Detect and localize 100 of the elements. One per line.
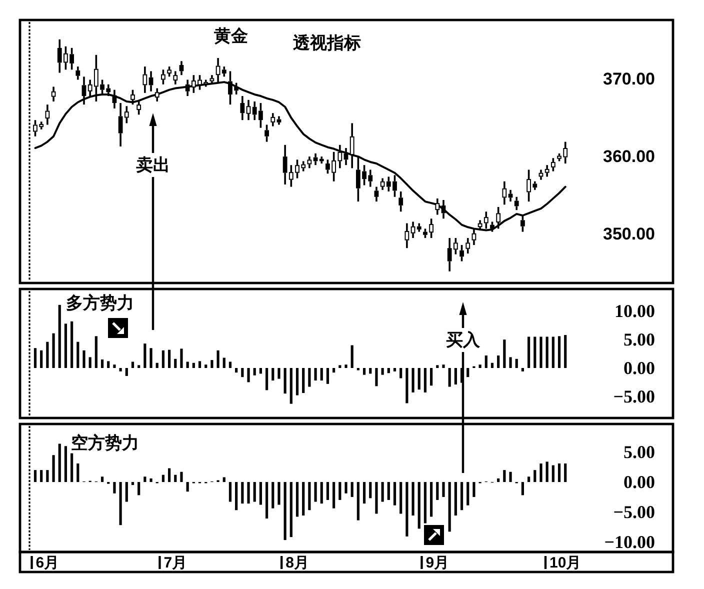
bar (228, 482, 232, 502)
bar (94, 336, 98, 368)
bar (278, 368, 280, 379)
bar (241, 482, 244, 504)
bar (350, 345, 354, 368)
candlestick (246, 99, 251, 121)
bar (162, 350, 165, 368)
bar (107, 361, 110, 368)
candlestick (514, 196, 519, 211)
bar (332, 482, 336, 508)
bar (180, 472, 183, 482)
bar (448, 482, 451, 532)
bar (247, 368, 250, 382)
bar (484, 355, 488, 368)
bar (174, 474, 177, 482)
candlestick (416, 222, 422, 233)
bar (369, 482, 372, 498)
bar (564, 335, 567, 368)
bar (241, 368, 244, 378)
bar (466, 368, 470, 378)
bar (174, 358, 177, 368)
bar (362, 368, 366, 375)
bar (58, 304, 61, 368)
bar (320, 482, 323, 504)
candlestick (544, 164, 550, 178)
bar (393, 368, 396, 372)
candlestick (76, 66, 80, 81)
bar (540, 463, 542, 482)
bar (308, 368, 311, 387)
bar (406, 482, 408, 536)
bar (344, 364, 348, 368)
bar (222, 358, 226, 368)
annotation: 买入 (446, 330, 481, 350)
bar (302, 482, 305, 516)
x-tick-label: 6月 (36, 554, 60, 572)
candlestick (350, 122, 354, 170)
candlestick (51, 86, 56, 102)
bar (534, 336, 536, 368)
bar (235, 368, 238, 373)
bar (186, 482, 189, 492)
bar (125, 482, 128, 502)
y-tick-label: 0.00 (624, 358, 655, 378)
bar (454, 482, 457, 516)
bar (509, 357, 512, 368)
bar (150, 348, 152, 368)
bar (131, 362, 134, 368)
bar (430, 368, 433, 386)
bar (381, 482, 384, 502)
bar (144, 476, 146, 482)
bar (442, 364, 445, 368)
bar (34, 470, 37, 482)
bar (478, 364, 482, 368)
bar (259, 482, 262, 505)
candlestick (466, 237, 470, 254)
bar (302, 368, 305, 393)
bar (400, 368, 402, 378)
bar (509, 472, 512, 482)
text: 透视指标 (292, 34, 361, 52)
bar (552, 336, 554, 368)
bar (150, 478, 152, 482)
bar (540, 336, 542, 368)
candlestick (45, 104, 50, 126)
bar (381, 368, 384, 375)
y-tick-label: 370.00 (603, 69, 655, 88)
y-tick-label: 5.00 (624, 442, 655, 462)
bar (466, 482, 470, 506)
bar (344, 482, 348, 494)
bar (472, 482, 476, 497)
bar (527, 336, 530, 368)
bar (430, 482, 433, 517)
bar (46, 342, 49, 368)
bar (546, 462, 548, 482)
bar (400, 482, 402, 514)
y-tick-label: 10.00 (614, 301, 655, 322)
bar (375, 482, 378, 514)
bar (503, 470, 506, 482)
bar (222, 477, 226, 482)
bar (552, 465, 554, 482)
bar (52, 333, 55, 368)
bar (375, 368, 378, 386)
y-tick-label: −10.00 (604, 532, 655, 552)
bar (326, 368, 330, 384)
candlestick (502, 180, 507, 206)
bar (356, 482, 360, 520)
bar (58, 444, 61, 482)
bar (448, 368, 451, 387)
bar (119, 368, 122, 372)
bar (284, 482, 286, 540)
bar (52, 455, 55, 482)
bar (418, 368, 420, 390)
bar (369, 368, 372, 374)
candlestick (410, 220, 416, 239)
candlestick (270, 112, 276, 128)
bar (356, 368, 360, 370)
bar (113, 482, 116, 494)
bar (204, 364, 208, 368)
y-tick-label: 360.00 (603, 147, 655, 166)
bar (515, 358, 518, 368)
bar (76, 342, 80, 368)
bar (424, 368, 427, 392)
